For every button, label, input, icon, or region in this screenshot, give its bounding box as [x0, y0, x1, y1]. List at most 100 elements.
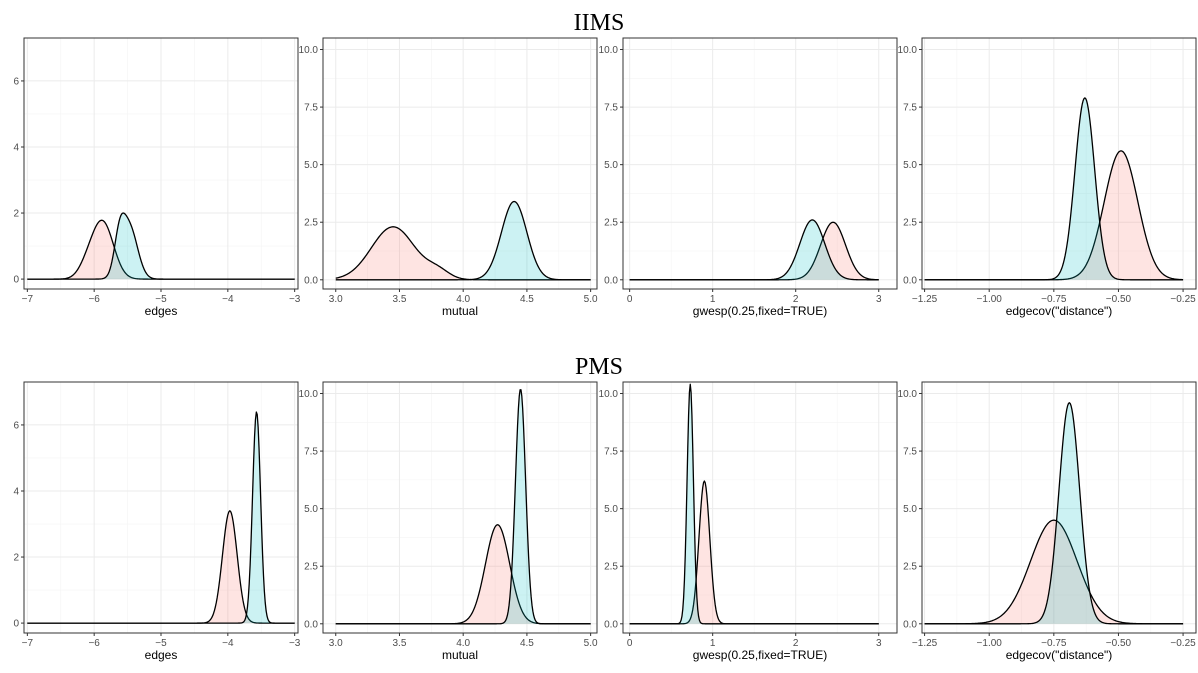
y-tick-label: 2.5	[903, 562, 917, 573]
density-area-series-b	[924, 402, 1184, 624]
x-tick-label: −1.00	[977, 294, 1003, 305]
x-tick-label: 3	[876, 294, 882, 305]
y-tick-label: 0	[13, 619, 19, 630]
x-tick-label: −0.75	[1041, 638, 1067, 649]
y-tick-label: 10.0	[898, 45, 918, 56]
x-axis-label: mutual	[442, 648, 478, 662]
panel-border	[921, 381, 1197, 634]
x-tick-label: 1	[710, 294, 716, 305]
density-line-series-b	[924, 97, 1184, 281]
y-tick-label: 6	[13, 76, 19, 87]
density-area-series-a	[629, 222, 879, 280]
x-axis-label: edgecov("distance")	[1006, 304, 1113, 318]
x-axis-label: edges	[145, 648, 178, 662]
y-tick-label: 0.0	[304, 275, 318, 286]
panel-border	[322, 381, 598, 634]
y-tick-label: 2.5	[903, 218, 917, 229]
y-tick-label: 4	[13, 486, 19, 497]
density-line-series-b	[924, 402, 1184, 625]
x-tick-label: −3	[289, 638, 301, 649]
density-line-series-b	[629, 219, 879, 281]
y-tick-label: 6	[13, 420, 19, 431]
x-tick-label: 3.5	[393, 638, 407, 649]
density-line-series-a	[335, 226, 591, 281]
y-tick-label: 7.5	[604, 447, 618, 458]
x-tick-label: 3.0	[329, 638, 343, 649]
row-title-pms: PMS	[575, 354, 623, 380]
y-tick-label: 5.0	[903, 160, 917, 171]
y-tick-label: 5.0	[304, 160, 318, 171]
y-tick-label: 7.5	[304, 447, 318, 458]
y-tick-label: 0.0	[903, 619, 917, 630]
panel-background	[922, 38, 1196, 289]
y-tick-label: 5.0	[604, 160, 618, 171]
y-tick-label: 0.0	[604, 275, 618, 286]
density-panel: 0 1 2 3 0.0 2.5 5.0 7.5 10.0 gwesp(0.25,fixed=TRU…	[599, 37, 898, 318]
density-line-series-b	[335, 389, 591, 625]
density-line-series-b	[27, 411, 295, 624]
x-tick-label: 5.0	[584, 294, 598, 305]
density-area-series-b	[629, 219, 879, 280]
panel-background	[323, 38, 597, 289]
y-tick-label: 4	[13, 142, 19, 153]
x-tick-label: −0.50	[1106, 294, 1132, 305]
row-title-iims: IIMS	[574, 10, 625, 36]
x-tick-label: −4	[222, 294, 234, 305]
density-panel: 3.0 3.5 4.0 4.5 5.0 0.0 2.5 5.0 7.5 10.0 mutual	[299, 381, 598, 662]
density-panel: −1.25 −1.00 −0.75 −0.50 −0.25 0.0 2.5 5.0 7.5 10.…	[898, 37, 1197, 318]
x-tick-label: 5.0	[584, 638, 598, 649]
panel-background	[323, 382, 597, 633]
density-line-series-b	[27, 212, 295, 280]
x-tick-label: 4.0	[456, 294, 470, 305]
y-tick-label: 7.5	[604, 103, 618, 114]
y-tick-label: 10.0	[299, 389, 319, 400]
x-tick-label: −0.25	[1170, 638, 1196, 649]
density-panel: −7 −6 −5 −4 −3 0 2 4 6 edges	[13, 37, 301, 318]
y-tick-label: 2.5	[604, 218, 618, 229]
panel-border	[622, 381, 898, 634]
y-tick-label: 7.5	[903, 447, 917, 458]
y-tick-label: 7.5	[903, 103, 917, 114]
x-axis-label: mutual	[442, 304, 478, 318]
x-tick-label: 4.0	[456, 638, 470, 649]
x-tick-label: −0.25	[1170, 294, 1196, 305]
panels-grid: −7 −6 −5 −4 −3 0 2 4 6 edges 3.0 3.5 4.0 4.5 5.0 0.0 2.5…	[13, 37, 1197, 662]
x-tick-label: −7	[22, 294, 34, 305]
y-tick-label: 2	[13, 209, 19, 220]
density-area-series-a	[335, 226, 591, 280]
panel-background	[623, 38, 897, 289]
y-tick-label: 5.0	[903, 504, 917, 515]
y-tick-label: 0.0	[304, 619, 318, 630]
density-panel: 3.0 3.5 4.0 4.5 5.0 0.0 2.5 5.0 7.5 10.0 mutual	[299, 37, 598, 318]
x-tick-label: 0	[627, 294, 633, 305]
density-panel: −1.25 −1.00 −0.75 −0.50 −0.25 0.0 2.5 5.0 7.5 10.…	[898, 381, 1197, 662]
density-area-series-a	[27, 510, 295, 624]
density-area-series-a	[924, 520, 1184, 624]
x-tick-label: 3.5	[393, 294, 407, 305]
x-tick-label: −0.50	[1106, 638, 1132, 649]
x-tick-label: 1	[710, 638, 716, 649]
panel-border	[322, 37, 598, 290]
panel-border	[921, 37, 1197, 290]
x-axis-label: edgecov("distance")	[1006, 648, 1113, 662]
y-tick-label: 10.0	[299, 45, 319, 56]
x-tick-label: −6	[88, 638, 100, 649]
x-tick-label: 3	[876, 638, 882, 649]
x-tick-label: 4.5	[520, 294, 534, 305]
panel-border	[622, 37, 898, 290]
y-tick-label: 0.0	[604, 619, 618, 630]
x-tick-label: −4	[222, 638, 234, 649]
density-panel: −7 −6 −5 −4 −3 0 2 4 6 edges	[13, 381, 301, 662]
x-tick-label: −5	[155, 294, 167, 305]
y-tick-label: 0	[13, 275, 19, 286]
x-tick-label: −1.00	[977, 638, 1003, 649]
x-axis-label: gwesp(0.25,fixed=TRUE)	[693, 304, 827, 318]
x-tick-label: −3	[289, 294, 301, 305]
x-tick-label: −5	[155, 638, 167, 649]
x-tick-label: −7	[22, 638, 34, 649]
y-tick-label: 0.0	[903, 275, 917, 286]
x-tick-label: −1.25	[912, 638, 938, 649]
x-axis-label: edges	[145, 304, 178, 318]
x-tick-label: 3.0	[329, 294, 343, 305]
